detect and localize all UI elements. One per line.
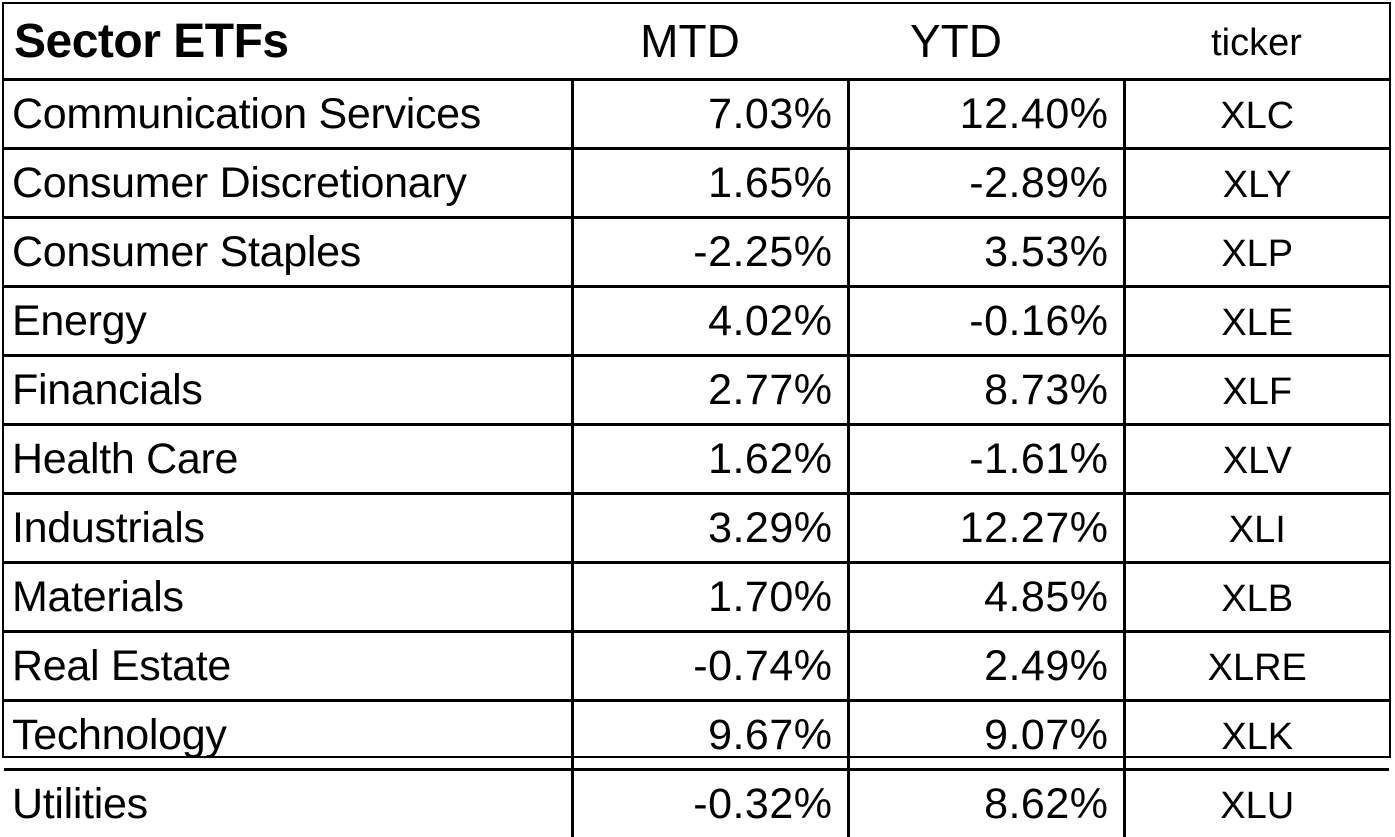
- ytd-cell: 2.49%: [848, 632, 1124, 701]
- sector-name-cell: Utilities: [4, 770, 572, 837]
- ticker-cell: XLF: [1124, 356, 1389, 425]
- mtd-cell: 4.02%: [572, 287, 848, 356]
- table-body: Communication Services 7.03% 12.40% XLC …: [4, 80, 1389, 837]
- ytd-cell: 4.85%: [848, 563, 1124, 632]
- column-header-mtd: MTD: [572, 4, 848, 80]
- table-row: Financials 2.77% 8.73% XLF: [4, 356, 1389, 425]
- column-header-ticker: ticker: [1124, 4, 1389, 80]
- mtd-cell: 1.70%: [572, 563, 848, 632]
- mtd-cell: 1.62%: [572, 425, 848, 494]
- sector-name-cell: Real Estate: [4, 632, 572, 701]
- mtd-cell: 9.67%: [572, 701, 848, 770]
- sector-name-cell: Technology: [4, 701, 572, 770]
- sector-name-cell: Consumer Staples: [4, 218, 572, 287]
- ytd-cell: 3.53%: [848, 218, 1124, 287]
- table-row: Health Care 1.62% -1.61% XLV: [4, 425, 1389, 494]
- sector-name-cell: Communication Services: [4, 80, 572, 149]
- header-row: Sector ETFs MTD YTD ticker: [4, 4, 1389, 80]
- ytd-cell: -2.89%: [848, 149, 1124, 218]
- ytd-cell: 12.40%: [848, 80, 1124, 149]
- mtd-cell: -2.25%: [572, 218, 848, 287]
- table-row: Communication Services 7.03% 12.40% XLC: [4, 80, 1389, 149]
- ytd-cell: 8.62%: [848, 770, 1124, 837]
- ticker-cell: XLK: [1124, 701, 1389, 770]
- table-row: Technology 9.67% 9.07% XLK: [4, 701, 1389, 770]
- mtd-cell: -0.32%: [572, 770, 848, 837]
- ytd-cell: 9.07%: [848, 701, 1124, 770]
- ytd-cell: -1.61%: [848, 425, 1124, 494]
- sector-etf-table-container: Sector ETFs MTD YTD ticker Communication…: [2, 2, 1391, 758]
- table-row: Energy 4.02% -0.16% XLE: [4, 287, 1389, 356]
- table-row: Consumer Staples -2.25% 3.53% XLP: [4, 218, 1389, 287]
- table-row: Utilities -0.32% 8.62% XLU: [4, 770, 1389, 837]
- mtd-cell: 3.29%: [572, 494, 848, 563]
- sector-name-cell: Materials: [4, 563, 572, 632]
- table-row: Industrials 3.29% 12.27% XLI: [4, 494, 1389, 563]
- ticker-cell: XLP: [1124, 218, 1389, 287]
- sector-name-cell: Health Care: [4, 425, 572, 494]
- ytd-cell: 8.73%: [848, 356, 1124, 425]
- ticker-cell: XLY: [1124, 149, 1389, 218]
- mtd-cell: 1.65%: [572, 149, 848, 218]
- table-row: Consumer Discretionary 1.65% -2.89% XLY: [4, 149, 1389, 218]
- mtd-cell: -0.74%: [572, 632, 848, 701]
- ticker-cell: XLE: [1124, 287, 1389, 356]
- table-row: Real Estate -0.74% 2.49% XLRE: [4, 632, 1389, 701]
- mtd-cell: 2.77%: [572, 356, 848, 425]
- sector-etf-table: Sector ETFs MTD YTD ticker Communication…: [4, 4, 1389, 837]
- ticker-cell: XLRE: [1124, 632, 1389, 701]
- sector-name-cell: Industrials: [4, 494, 572, 563]
- column-header-ytd: YTD: [848, 4, 1124, 80]
- ticker-cell: XLU: [1124, 770, 1389, 837]
- ticker-cell: XLI: [1124, 494, 1389, 563]
- sector-name-cell: Financials: [4, 356, 572, 425]
- ytd-cell: -0.16%: [848, 287, 1124, 356]
- sector-name-cell: Consumer Discretionary: [4, 149, 572, 218]
- ticker-cell: XLC: [1124, 80, 1389, 149]
- ytd-cell: 12.27%: [848, 494, 1124, 563]
- mtd-cell: 7.03%: [572, 80, 848, 149]
- table-title: Sector ETFs: [4, 4, 572, 80]
- table-row: Materials 1.70% 4.85% XLB: [4, 563, 1389, 632]
- ticker-cell: XLB: [1124, 563, 1389, 632]
- ticker-cell: XLV: [1124, 425, 1389, 494]
- sector-name-cell: Energy: [4, 287, 572, 356]
